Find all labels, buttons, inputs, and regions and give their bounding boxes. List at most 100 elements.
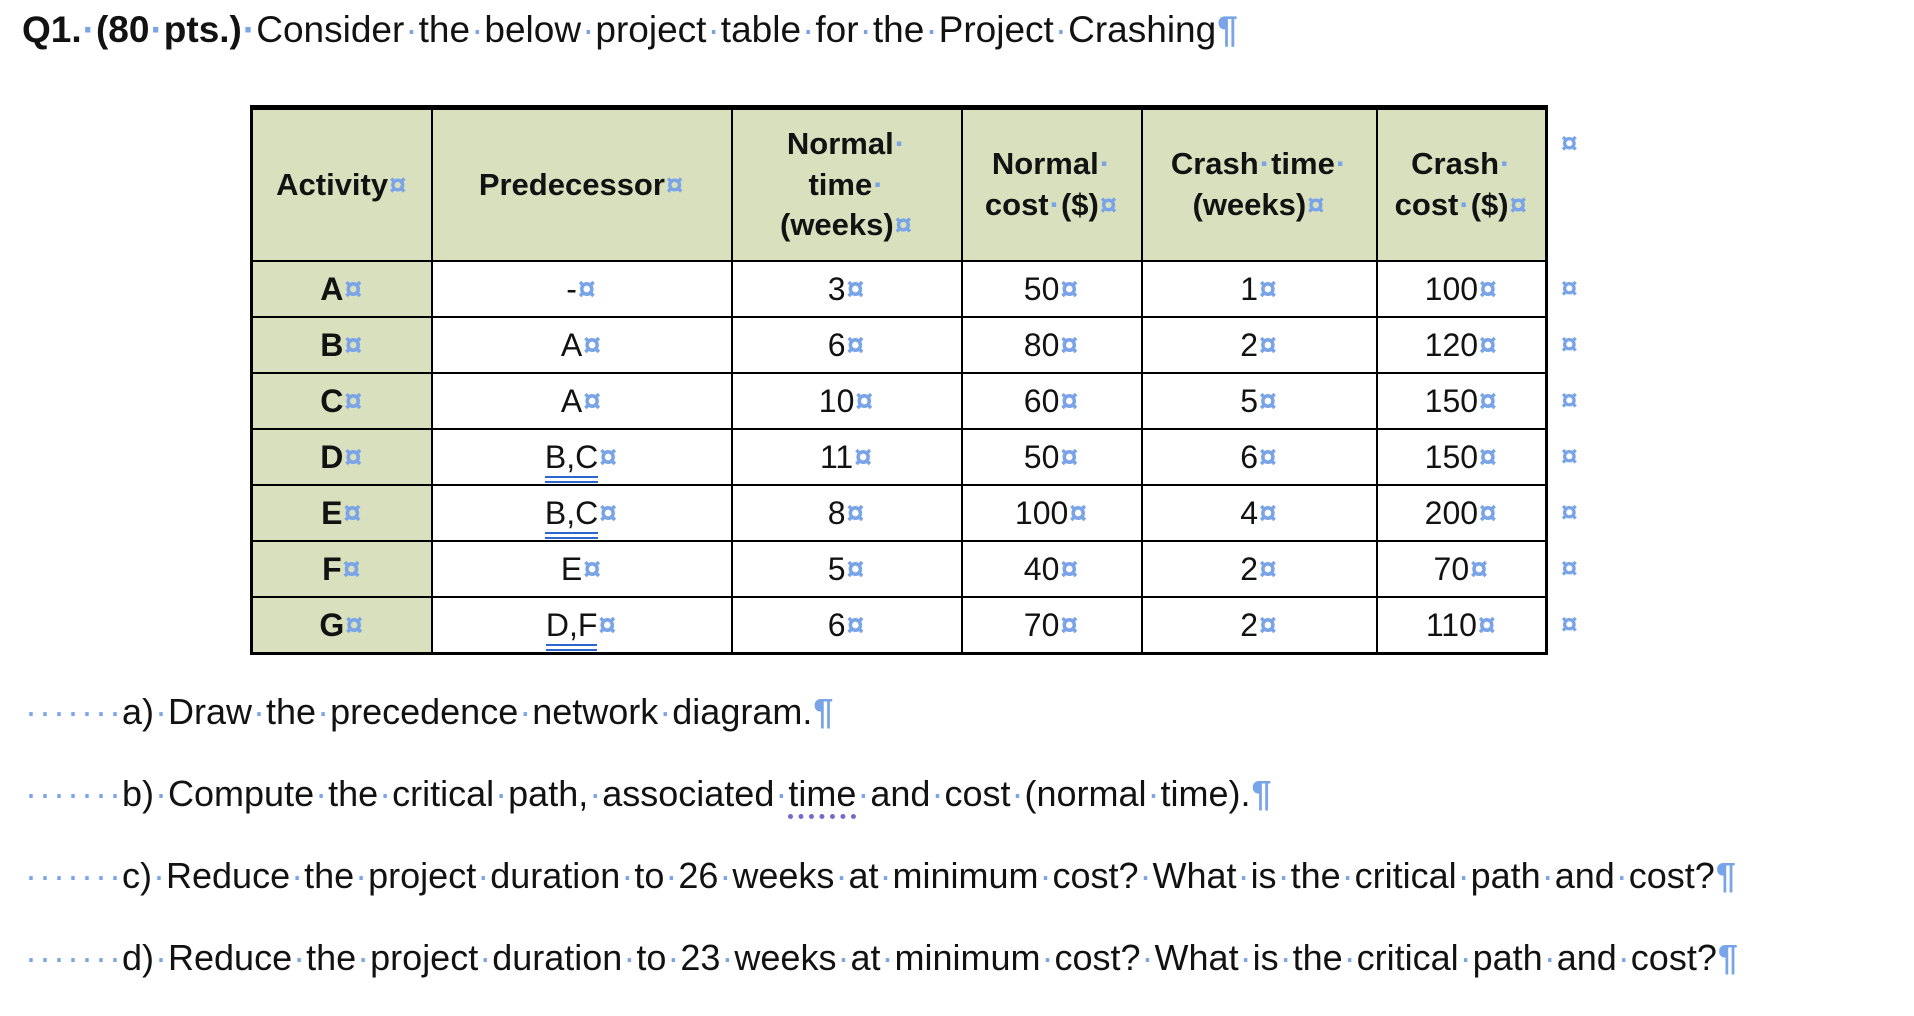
table-cell: 50¤ — [960, 260, 1143, 318]
space-dot-mark: · — [355, 855, 368, 896]
table-cell: A¤ — [430, 372, 733, 430]
space-dot-mark: · — [879, 855, 892, 896]
space-dot-mark: · — [1617, 937, 1630, 978]
text-segment: 5¤ — [827, 550, 865, 587]
table-row: A¤ -¤ 3¤ 50¤ 1¤ 100¤ ¤ — [250, 260, 1578, 318]
cell-end-mark: ¤ — [1479, 494, 1497, 531]
column-header-activity: Activity¤ — [250, 106, 433, 262]
space-dot-mark: · — [1049, 187, 1060, 222]
table-cell: 100¤ ¤ — [1375, 260, 1578, 318]
underlined-text: B,C — [544, 494, 599, 539]
text-segment: 150¤ — [1424, 382, 1497, 419]
text-segment: A¤ — [560, 326, 602, 363]
text-segment: 10¤ — [818, 382, 874, 419]
text-segment: Activity¤ — [276, 166, 407, 202]
space-dot-mark: · — [67, 937, 79, 978]
cell-end-mark: ¤ — [577, 270, 596, 307]
space-dot-mark: · — [95, 855, 107, 896]
text-segment: Normal· time· (weeks)¤ — [780, 125, 912, 243]
cell-end-mark: ¤ — [1259, 494, 1277, 531]
space-dot-mark: · — [155, 773, 168, 814]
activity-cell: G¤ — [250, 596, 433, 655]
space-dot-mark: · — [39, 855, 51, 896]
cell-end-mark: ¤ — [665, 166, 684, 202]
table-cell: 6¤ — [730, 596, 963, 655]
text-segment: 120¤ — [1424, 326, 1497, 363]
space-dot-mark: · — [67, 773, 79, 814]
space-dot-mark: · — [1615, 855, 1628, 896]
space-dot-mark: · — [293, 937, 306, 978]
space-dot-mark: · — [1147, 773, 1160, 814]
cell-end-mark: ¤ — [1259, 270, 1277, 307]
text-segment: 70¤ — [1023, 606, 1079, 643]
text-segment: 1¤ — [1240, 270, 1277, 307]
column-header-predecessor: Predecessor¤ — [430, 106, 733, 262]
space-dot-mark: · — [25, 855, 37, 896]
space-dot-mark: · — [881, 937, 894, 978]
row-end-mark: ¤ — [1561, 440, 1578, 473]
text-segment: A¤ — [560, 382, 602, 419]
table-cell: 5¤ — [1140, 372, 1378, 430]
text-segment: 6¤ — [1240, 438, 1277, 475]
table-cell: 70¤ — [960, 596, 1143, 655]
question-b: ·······b)·Compute·the·critical·path,·ass… — [24, 770, 1739, 819]
table-cell: 4¤ — [1140, 484, 1378, 542]
row-end-mark: ¤ — [1561, 127, 1578, 160]
cell-end-mark: ¤ — [344, 270, 363, 307]
table-cell: 8¤ — [730, 484, 963, 542]
space-dot-mark: · — [405, 9, 418, 50]
table-cell: 120¤ ¤ — [1375, 316, 1578, 374]
space-dot-mark: · — [1500, 146, 1511, 182]
table-cell: 40¤ — [960, 540, 1143, 598]
space-dot-mark: · — [379, 773, 392, 814]
table-row: G¤ D,F¤ 6¤ 70¤ 2¤ 110¤ ¤ — [250, 596, 1578, 655]
table-cell: 2¤ — [1140, 316, 1378, 374]
space-dot-mark: · — [67, 855, 79, 896]
space-dot-mark: · — [81, 773, 93, 814]
space-dot-mark: · — [837, 937, 850, 978]
space-dot-mark: · — [1139, 855, 1152, 896]
question-list: ·······a)·Draw·the·precedence·network·di… — [24, 688, 1739, 1016]
project-table: Activity¤ Predecessor¤ Normal· time· (we… — [250, 105, 1578, 655]
space-dot-mark: · — [67, 691, 79, 732]
table-cell: 100¤ — [960, 484, 1143, 542]
table-row: E¤ B,C¤ 8¤ 100¤ 4¤ 200¤ ¤ — [250, 484, 1578, 542]
space-dot-mark: · — [1341, 855, 1354, 896]
space-dot-mark: · — [81, 855, 93, 896]
text-segment: 200¤ — [1424, 494, 1497, 531]
table-row: F¤ E¤ 5¤ 40¤ 2¤ 70¤ ¤ — [250, 540, 1578, 598]
activity-cell: E¤ — [250, 484, 433, 542]
pilcrow-mark: ¶ — [1217, 9, 1238, 50]
space-dot-mark: · — [1543, 937, 1556, 978]
table-cell: 150¤ ¤ — [1375, 428, 1578, 486]
space-dot-mark: · — [659, 691, 672, 732]
table-cell: E¤ — [430, 540, 733, 598]
table-cell: 5¤ — [730, 540, 963, 598]
space-dot-mark: · — [109, 691, 121, 732]
cell-end-mark: ¤ — [1479, 326, 1497, 363]
cell-end-mark: ¤ — [846, 326, 865, 363]
table-row: D¤ B,C¤ 11¤ 50¤ 6¤ 150¤ ¤ — [250, 428, 1578, 486]
text-segment: 8¤ — [827, 494, 865, 531]
project-table-body: A¤ -¤ 3¤ 50¤ 1¤ 100¤ ¤ B¤ A¤ 6¤ 80¤ 2¤ 120¤ ¤ C¤ A¤ 10¤ 6… — [250, 260, 1578, 655]
pilcrow-mark: ¶ — [1717, 937, 1738, 978]
space-dot-mark: · — [582, 9, 595, 50]
space-dot-mark: · — [667, 937, 680, 978]
table-cell: 11¤ — [730, 428, 963, 486]
text-segment: ·······b)·Compute·the·critical·path,·ass… — [25, 773, 788, 814]
cell-end-mark: ¤ — [598, 606, 617, 643]
text-segment: C¤ — [320, 382, 363, 419]
question-d: ·······d)·Reduce·the·project·duration·to… — [24, 934, 1739, 981]
cell-end-mark: ¤ — [846, 494, 865, 531]
underlined-text: time — [788, 773, 857, 819]
row-end-mark: ¤ — [1561, 384, 1578, 417]
text-segment: 100¤ — [1014, 494, 1088, 531]
text-segment: 5¤ — [1240, 382, 1277, 419]
column-header-crash-time: Crash·time· (weeks)¤ — [1140, 106, 1378, 262]
space-dot-mark: · — [25, 691, 37, 732]
space-dot-mark: · — [623, 937, 636, 978]
space-dot-mark: · — [894, 125, 906, 161]
cell-end-mark: ¤ — [343, 494, 362, 531]
row-end-mark: ¤ — [1561, 328, 1578, 361]
cell-end-mark: ¤ — [1069, 494, 1088, 531]
